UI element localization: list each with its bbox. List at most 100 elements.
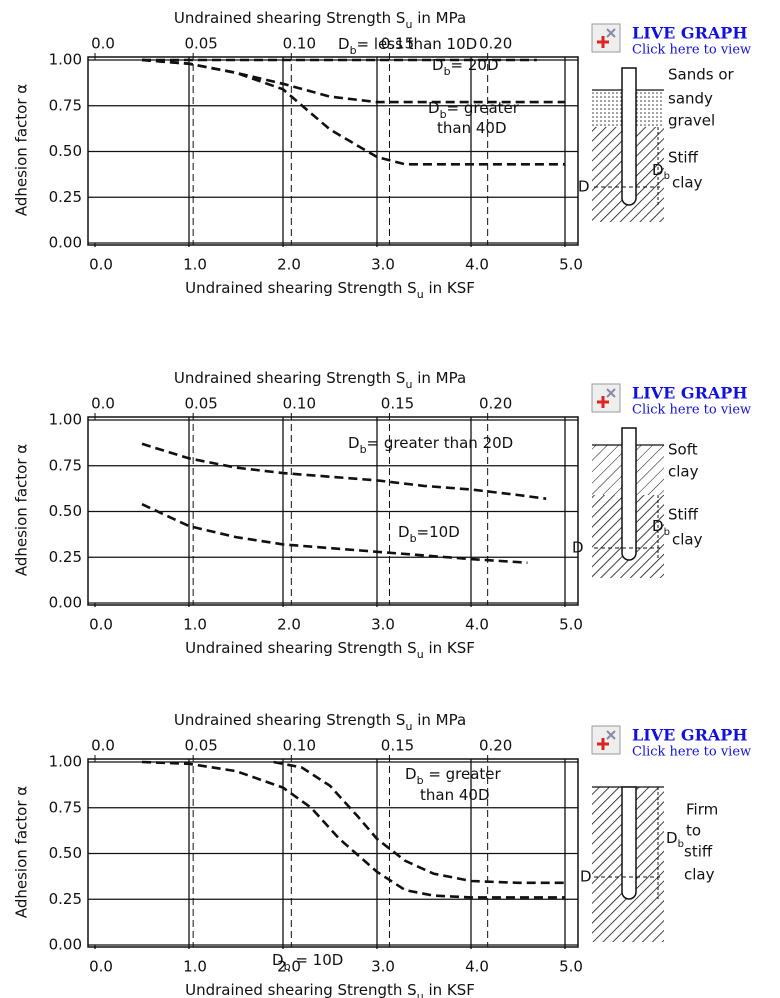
x-tick-label: 5.0: [559, 616, 583, 634]
diagram-label: to: [686, 822, 701, 840]
x2-tick-label: 0.15: [381, 737, 414, 755]
x2-axis-label: Undrained shearing Strength Su in MPa: [174, 711, 466, 733]
link-subtitle[interactable]: Click here to view: [632, 403, 751, 418]
x2-tick-label: 0.20: [479, 35, 512, 53]
x-axis-label: Undrained shearing Strength Su in KSF: [185, 279, 475, 301]
label-part: = less than 10D: [357, 35, 478, 53]
series-label: Db=10D: [398, 523, 460, 545]
label-part: D: [652, 517, 664, 535]
x-tick-label: 0.0: [89, 616, 113, 634]
y-tick-label: 0.00: [49, 594, 82, 612]
label-part: in MPa: [412, 9, 466, 27]
label-part: in KSF: [424, 279, 475, 297]
link-title[interactable]: LIVE GRAPH: [632, 726, 747, 745]
x-tick-label: 3.0: [371, 256, 395, 274]
link-icon-x: [606, 28, 616, 38]
x-tick-label: 1.0: [183, 616, 207, 634]
pile: [621, 786, 637, 900]
label-part: =10D: [417, 523, 460, 541]
label-part: D: [398, 523, 410, 541]
label-part: b: [440, 108, 447, 121]
pile: [621, 427, 637, 561]
label-part: than 40D: [437, 119, 507, 137]
x-tick-label: 2.0: [277, 958, 301, 976]
y-tick-label: 0.75: [49, 456, 82, 474]
x-tick-label: 4.0: [465, 256, 489, 274]
link-subtitle[interactable]: Click here to view: [632, 745, 751, 760]
label-part: = greater: [447, 99, 520, 117]
y-axis-label: Adhesion factor α: [13, 84, 31, 216]
x2-tick-label: 0.05: [184, 35, 217, 53]
y-tick-label: 0.75: [49, 96, 82, 114]
label-part: than 40D: [420, 786, 490, 804]
diagram-label: Stiff: [668, 149, 699, 167]
label-part: in MPa: [412, 711, 466, 729]
label-part: D: [272, 951, 284, 969]
x-tick-label: 2.0: [277, 256, 301, 274]
link-subtitle[interactable]: Click here to view: [632, 43, 751, 58]
series-label: Db = 10D: [272, 951, 343, 973]
x-tick-label: 0.0: [89, 958, 113, 976]
y-tick-label: 0.00: [49, 936, 82, 954]
label-part: u: [405, 18, 412, 31]
label-part: Undrained shearing Strength S: [174, 369, 406, 387]
pile: [621, 67, 637, 206]
x-tick-label: 0.0: [89, 256, 113, 274]
link-title[interactable]: LIVE GRAPH: [632, 384, 747, 403]
series-label: Db= 20D: [432, 56, 499, 78]
x-axis-label: Undrained shearing Strength Su in KSF: [185, 639, 475, 661]
x2-axis-label: Undrained shearing Strength Su in MPa: [174, 9, 466, 31]
y-tick-label: 0.25: [49, 548, 82, 566]
link-icon-cross: [597, 396, 609, 408]
x2-tick-label: 0.20: [479, 395, 512, 413]
y-tick-label: 0.50: [49, 142, 82, 160]
y-tick-label: 0.50: [49, 502, 82, 520]
label-part: = greater: [424, 765, 502, 783]
series-label: Db = greater: [405, 765, 502, 787]
depth-label: Db: [652, 161, 670, 182]
label-part: D: [338, 35, 350, 53]
x-tick-label: 5.0: [559, 958, 583, 976]
label-part: D: [666, 829, 678, 847]
diagram-label: clay: [672, 531, 703, 549]
x2-tick-label: 0.05: [184, 395, 217, 413]
series-line: [141, 760, 565, 899]
x2-tick-label: 0.10: [283, 35, 316, 53]
x-tick-label: 3.0: [371, 958, 395, 976]
y-tick-label: 1.00: [49, 51, 82, 69]
y-tick-label: 1.00: [49, 753, 82, 771]
x2-tick-label: 0.10: [283, 737, 316, 755]
link-icon-cross: [597, 738, 609, 750]
series-label: Db= greater: [428, 99, 520, 121]
label-part: b: [360, 443, 367, 456]
label-part: D: [405, 765, 417, 783]
x-tick-label: 1.0: [183, 958, 207, 976]
x2-axis-label: Undrained shearing Strength Su in MPa: [174, 369, 466, 391]
label-part: = 10D: [291, 951, 344, 969]
label-part: in KSF: [424, 981, 475, 998]
x-tick-label: 5.0: [559, 256, 583, 274]
link-icon: [591, 383, 621, 413]
label-part: u: [417, 990, 424, 998]
diagram-label: Stiff: [668, 506, 699, 524]
label-part: b: [410, 532, 417, 545]
y-tick-label: 0.75: [49, 798, 82, 816]
x-tick-label: 4.0: [465, 958, 489, 976]
x-tick-label: 4.0: [465, 616, 489, 634]
label-part: b: [350, 44, 357, 57]
end-label: D: [580, 868, 592, 886]
depth-label: Db: [652, 517, 670, 538]
label-part: Undrained shearing Strength S: [185, 279, 417, 297]
x-axis-label: Undrained shearing Strength Su in KSF: [185, 981, 475, 998]
label-part: = 20D: [451, 56, 499, 74]
end-label: D: [572, 539, 584, 557]
label-part: in KSF: [424, 639, 475, 657]
x2-tick-label: 0.15: [381, 395, 414, 413]
diagram-label: clay: [668, 463, 699, 481]
y-tick-label: 0.25: [49, 188, 82, 206]
y-tick-label: 0.25: [49, 890, 82, 908]
series-line: [141, 503, 528, 564]
x2-tick-label: 0.15: [381, 35, 414, 53]
link-title[interactable]: LIVE GRAPH: [632, 24, 747, 43]
diagram-label: Sands or: [668, 66, 735, 84]
